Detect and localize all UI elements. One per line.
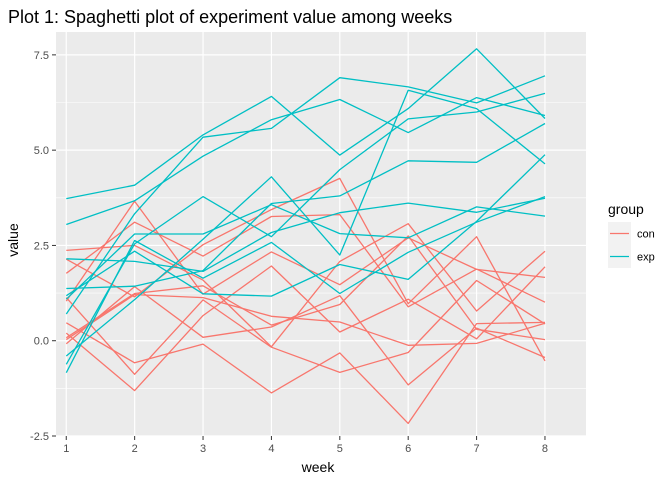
- series-line-exp-14: [65, 92, 546, 365]
- y-axis-label: value: [5, 223, 21, 257]
- x-tick-label: 8: [542, 443, 548, 455]
- series-line-exp-13: [66, 197, 546, 273]
- y-tick-label: 7.5: [34, 50, 49, 62]
- series-line-exp-18: [66, 122, 546, 290]
- chart-title: Plot 1: Spaghetti plot of experiment val…: [8, 7, 452, 27]
- x-axis-label: week: [301, 459, 336, 475]
- series-line-exp-15: [65, 75, 546, 315]
- series-line-con-1: [65, 265, 546, 392]
- series-line-exp-19: [65, 89, 546, 357]
- legend: group con exp: [608, 201, 655, 268]
- legend-label-con: con: [637, 229, 655, 241]
- series-lines: [65, 48, 546, 425]
- x-tick-label: 3: [200, 443, 206, 455]
- legend-label-exp: exp: [637, 252, 655, 264]
- x-tick-label: 6: [405, 443, 411, 455]
- series-line-con-8: [65, 285, 546, 386]
- series-line-con-10: [65, 177, 546, 362]
- x-tick-label: 2: [132, 443, 138, 455]
- series-line-con-9: [65, 235, 546, 341]
- series-line-exp-11: [66, 96, 546, 226]
- series-line-exp-17: [65, 154, 546, 297]
- legend-title: group: [608, 201, 644, 217]
- series-line-exp-12: [65, 195, 546, 373]
- x-axis-ticks: 1 2 3 4 5 6 7 8: [63, 436, 548, 455]
- x-tick-label: 7: [474, 443, 480, 455]
- x-tick-label: 4: [268, 443, 274, 455]
- series-line-con-2: [65, 279, 546, 375]
- x-tick-label: 5: [337, 443, 343, 455]
- y-tick-label: 5.0: [34, 145, 49, 157]
- y-tick-label: 2.5: [34, 240, 49, 252]
- x-tick-label: 1: [63, 443, 69, 455]
- series-line-con-6: [66, 223, 546, 348]
- series-line-exp-20: [65, 204, 546, 300]
- y-tick-label: 0.0: [34, 336, 49, 348]
- y-tick-label: -2.5: [30, 431, 49, 443]
- y-axis-ticks: -2.5 0.0 2.5 5.0 7.5: [30, 50, 56, 443]
- series-line-exp-16: [66, 48, 546, 200]
- series-line-con-5: [65, 321, 546, 425]
